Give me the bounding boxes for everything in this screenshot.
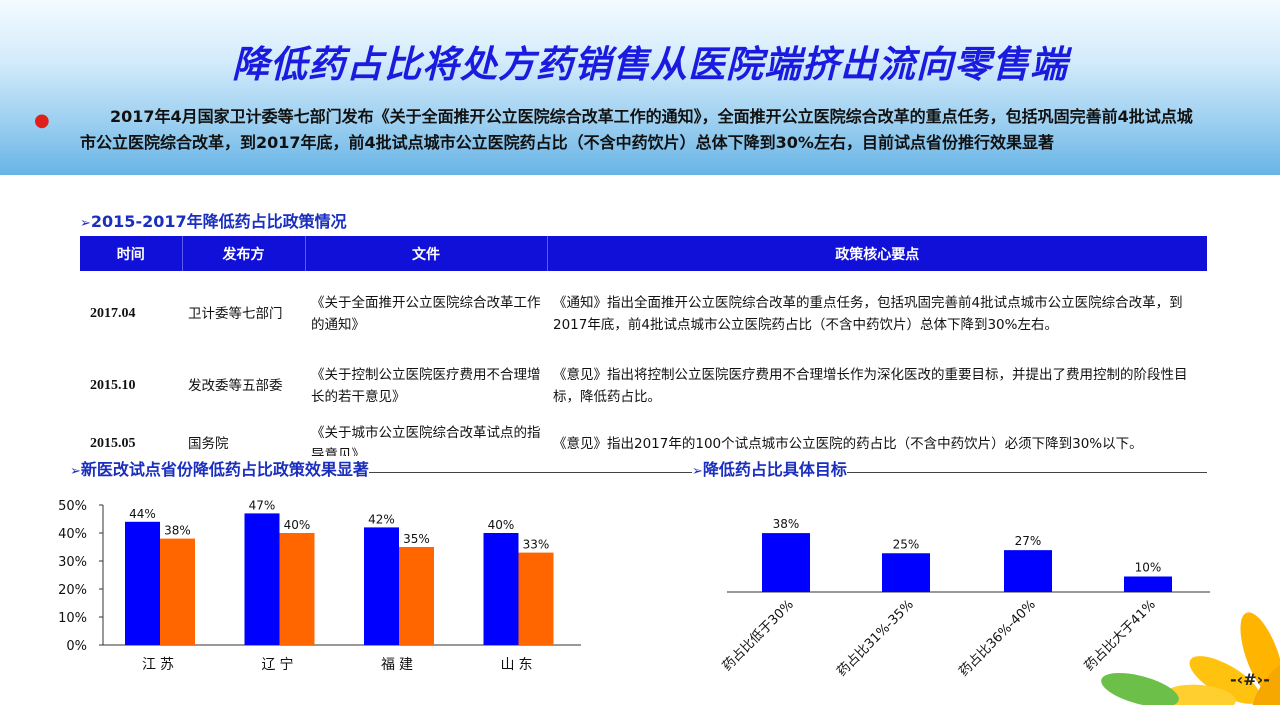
table-cell-date: 2015.05 bbox=[90, 436, 136, 451]
bar bbox=[762, 533, 810, 592]
section-heading-right-chart: ➢降低药占比具体目标 bbox=[692, 456, 847, 480]
table-cell-document: 《关于控制公立医院医疗费用不合理增长的若干意见》 bbox=[311, 367, 541, 405]
table-header-cell: 时间 bbox=[80, 236, 183, 271]
bar-value-label: 40% bbox=[488, 518, 515, 532]
bar-value-label: 35% bbox=[403, 532, 430, 546]
page-number: -‹#›- bbox=[1230, 670, 1270, 689]
bullet-icon: ● bbox=[34, 110, 50, 131]
table-cell-date: 2017.04 bbox=[90, 305, 136, 321]
x-tick-label: 福建 bbox=[381, 657, 417, 673]
table-header-cell: 政策核心要点 bbox=[547, 236, 1207, 271]
table-cell-issuer: 发改委等五部委 bbox=[188, 378, 283, 394]
bar bbox=[125, 521, 160, 645]
bar-value-label: 44% bbox=[129, 507, 156, 521]
section-heading-policy: ➢2015-2017年降低药占比政策情况 bbox=[80, 208, 347, 232]
bar-value-label: 38% bbox=[773, 517, 800, 531]
bar-value-label: 10% bbox=[1135, 561, 1162, 575]
header-band bbox=[0, 0, 1280, 175]
table-header-cell: 发布方 bbox=[182, 236, 306, 271]
arrow-icon: ➢ bbox=[80, 216, 91, 231]
bar bbox=[399, 547, 434, 645]
bar-value-label: 38% bbox=[164, 524, 191, 538]
bar-value-label: 27% bbox=[1015, 534, 1042, 548]
bar bbox=[882, 553, 930, 592]
table-cell-issuer: 国务院 bbox=[188, 436, 229, 452]
bar-value-label: 33% bbox=[523, 538, 550, 552]
table-header-row: 时间 发布方 文件 政策核心要点 bbox=[80, 236, 1207, 271]
bar-value-label: 25% bbox=[893, 537, 920, 551]
arrow-icon: ➢ bbox=[692, 464, 703, 479]
table-cell-date: 2015.10 bbox=[90, 378, 136, 393]
y-tick-label: 40% bbox=[58, 527, 87, 542]
section-heading-left-chart-text: 新医改试点省份降低药占比政策效果显著 bbox=[80, 460, 369, 479]
bar bbox=[483, 533, 519, 645]
table-cell-summary: 《意见》指出将控制公立医院医疗费用不合理增长作为深化医改的重要目标，并提出了费用… bbox=[553, 367, 1188, 405]
arrow-icon: ➢ bbox=[70, 464, 81, 479]
bar bbox=[244, 513, 280, 645]
bar bbox=[1124, 576, 1172, 592]
intro-paragraph: 2017年4月国家卫计委等七部门发布《关于全面推开公立医院综合改革工作的通知》，… bbox=[80, 107, 1193, 152]
table-cell-document: 《关于全面推开公立医院综合改革工作的通知》 bbox=[311, 294, 541, 333]
divider bbox=[80, 472, 1207, 473]
x-tick-label: 山东 bbox=[501, 657, 537, 673]
bar-value-label: 42% bbox=[368, 512, 395, 526]
bar bbox=[364, 527, 399, 645]
bar-value-label: 40% bbox=[284, 518, 311, 532]
table-row: 2017.04 卫计委等七部门 《关于全面推开公立医院综合改革工作的通知》 《通… bbox=[80, 271, 1207, 356]
page-title: 降低药占比将处方药销售从医院端挤出流向零售端 bbox=[232, 43, 1068, 86]
bar bbox=[1004, 550, 1052, 592]
x-tick-label: 药占比大于41% bbox=[1082, 597, 1159, 674]
y-tick-label: 30% bbox=[58, 555, 87, 570]
y-tick-label: 10% bbox=[58, 611, 87, 626]
table-cell-summary: 《意见》指出2017年的100个试点城市公立医院的药占比（不含中药饮片）必须下降… bbox=[553, 436, 1143, 452]
bar bbox=[518, 552, 554, 645]
x-tick-label: 药占比36%-40% bbox=[956, 597, 1038, 679]
section-heading-left-chart: ➢新医改试点省份降低药占比政策效果显著 bbox=[70, 456, 369, 480]
section-heading-right-chart-text: 降低药占比具体目标 bbox=[702, 460, 847, 479]
policy-table: 时间 发布方 文件 政策核心要点 2017.04 卫计委等七部门 《关于全面推开… bbox=[80, 236, 1207, 472]
right-bar-chart: 38% 药占比低于30% 25% 药占比31%-35% 27% 药占比36%-40% 10%… bbox=[720, 517, 1210, 680]
table-header-cell: 文件 bbox=[305, 236, 548, 271]
x-tick-label: 江苏 bbox=[142, 657, 178, 673]
x-tick-label: 辽宁 bbox=[262, 656, 298, 673]
bar bbox=[279, 533, 315, 645]
y-tick-label: 50% bbox=[58, 499, 87, 514]
y-tick-label: 0% bbox=[66, 639, 87, 654]
table-row: 2015.10 发改委等五部委 《关于控制公立医院医疗费用不合理增长的若干意见》… bbox=[80, 356, 1207, 416]
section-heading-policy-text: 2015-2017年降低药占比政策情况 bbox=[90, 212, 347, 231]
bar bbox=[160, 538, 195, 645]
bar-value-label: 47% bbox=[249, 498, 276, 512]
y-tick-label: 20% bbox=[58, 583, 87, 598]
table-cell-issuer: 卫计委等七部门 bbox=[188, 305, 283, 322]
table-cell-summary: 《通知》指出全面推开公立医院综合改革的重点任务，包括巩固完善前4批试点城市公立医… bbox=[553, 294, 1183, 333]
left-bar-chart: 0% 10% 20% 30% 40% 50% 44% 38% 江苏 47% 40% 辽宁 42% 35% 福… bbox=[58, 498, 581, 673]
x-tick-label: 药占比低于30% bbox=[720, 597, 797, 674]
x-tick-label: 药占比31%-35% bbox=[834, 597, 916, 679]
